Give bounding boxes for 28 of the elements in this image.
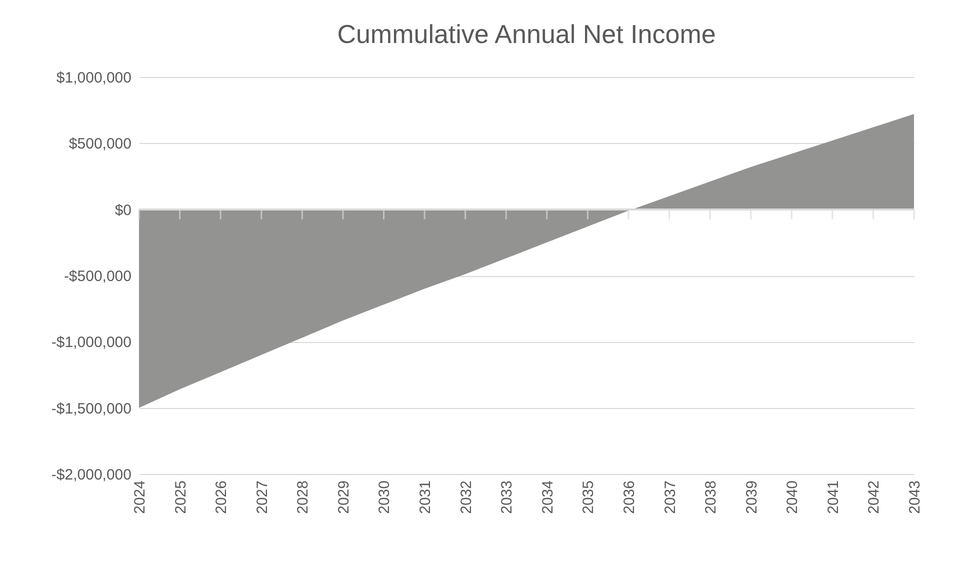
x-tick-label: 2040 (784, 480, 802, 514)
y-tick-label: -$1,500,000 (51, 400, 132, 418)
x-tick-label: 2033 (498, 480, 516, 514)
x-tick-label: 2027 (254, 480, 271, 514)
chart-title: Cummulative Annual Net Income (337, 19, 716, 49)
x-tick-label: 2031 (417, 480, 434, 514)
y-tick-label: $1,000,000 (56, 70, 132, 86)
x-tick-label: 2037 (662, 480, 679, 514)
x-tick-label: 2042 (866, 480, 883, 514)
y-tick-label: -$2,000,000 (51, 466, 132, 484)
x-tick-label: 2038 (702, 480, 720, 514)
x-tick-label: 2041 (824, 480, 842, 514)
y-tick-label: $500,000 (68, 136, 132, 153)
y-tick-label: -$500,000 (64, 268, 132, 285)
y-tick-label: -$1,000,000 (51, 334, 132, 352)
x-tick-label: 2043 (906, 480, 924, 514)
x-tick-label: 2029 (335, 480, 352, 514)
y-tick-label: $0 (114, 202, 132, 219)
x-tick-label: 2034 (539, 480, 556, 514)
x-tick-label: 2032 (458, 480, 475, 514)
x-tick-label: 2026 (213, 480, 230, 514)
x-tick-label: 2030 (376, 480, 394, 514)
x-tick-label: 2035 (580, 480, 598, 514)
x-tick-label: 2036 (620, 480, 638, 514)
x-tick-label: 2028 (294, 480, 312, 514)
x-tick-label: 2039 (743, 480, 760, 514)
x-tick-label: 2024 (132, 480, 148, 514)
x-tick-label: 2025 (172, 480, 190, 514)
